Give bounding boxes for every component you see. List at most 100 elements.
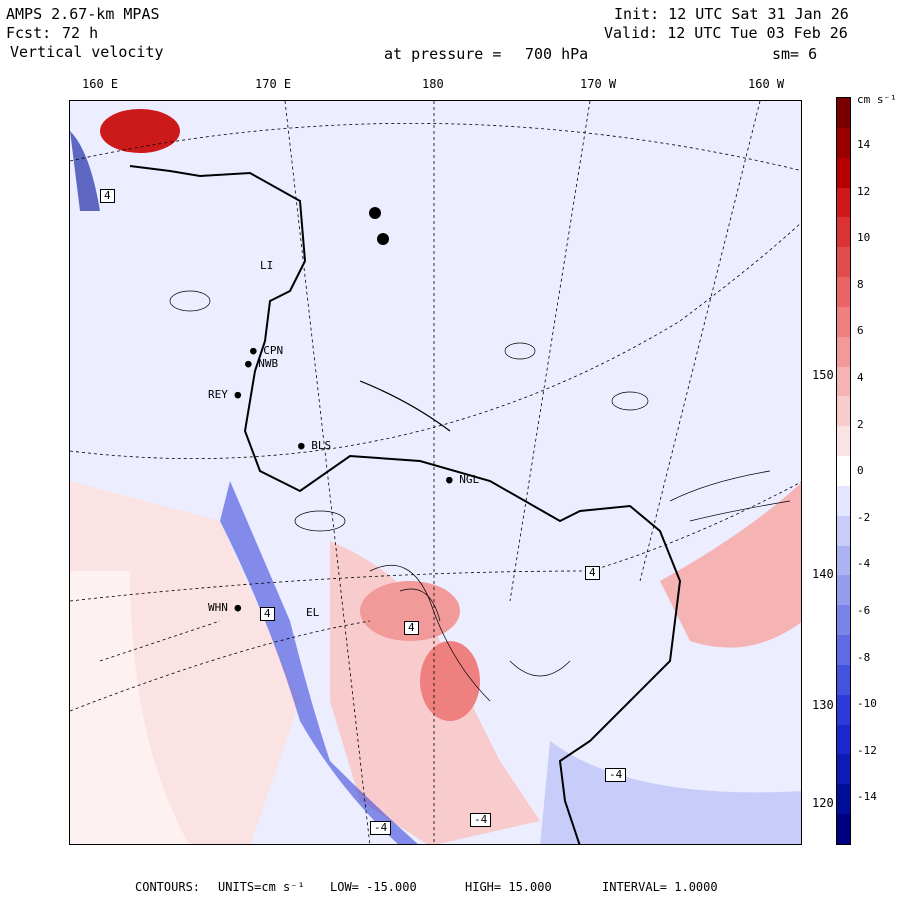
colorbar-tick-label: 6 <box>857 324 864 338</box>
colorbar-segment <box>837 277 850 308</box>
station-ngl[interactable]: ● NGL <box>446 473 480 486</box>
station-li[interactable]: LI <box>260 259 273 272</box>
footer-contours-label: CONTOURS: <box>135 880 201 894</box>
ascent-core-north <box>100 109 180 153</box>
colorbar-segment <box>837 694 850 726</box>
coastline <box>129 165 682 844</box>
ascent-core-2 <box>420 641 480 721</box>
station-rey-label: REY <box>208 388 228 401</box>
lon-label-170w: 170 W <box>580 77 617 91</box>
colorbar-segment <box>837 545 850 576</box>
colorbar-tick-label: -6 <box>857 604 871 617</box>
contour-lines <box>169 290 791 702</box>
model-title: AMPS 2.67-km MPAS <box>6 5 160 23</box>
vertical-velocity-map[interactable]: ● CPN ● NWB REY ● ● BLS ● NGL WHN ● EL L… <box>69 100 802 845</box>
lon-label-160w: 160 W <box>748 77 785 91</box>
colorbar-segment <box>837 217 850 248</box>
colorbar-tick-label: -14 <box>857 790 877 804</box>
station-whn-label: WHN <box>208 601 228 614</box>
colorbar-tick-label: 2 <box>857 417 864 431</box>
colorbar-segment <box>837 127 850 159</box>
lon-label-180: 180 <box>422 77 444 91</box>
ice-shelf-edge <box>359 380 451 432</box>
colorbar-tick-label: -12 <box>857 743 877 757</box>
map-canvas <box>70 101 801 844</box>
descent-region-south <box>540 741 801 844</box>
contour-label: -4 <box>370 821 392 835</box>
colorbar-segment <box>837 575 850 606</box>
ascent-core <box>360 581 460 641</box>
colorbar-tick-label: 10 <box>857 231 871 245</box>
colorbar-segment <box>837 366 850 397</box>
colorbar-unit: cm s⁻¹ <box>857 93 897 106</box>
contour-label: -4 <box>605 768 627 782</box>
colorbar-segment <box>837 157 850 188</box>
colorbar-segment <box>837 635 850 666</box>
station-nwb-label: NWB <box>258 357 279 370</box>
station-el-label: EL <box>306 606 320 619</box>
land-mask <box>70 571 189 844</box>
colorbar-segment <box>837 515 850 547</box>
colorbar-segment <box>837 247 850 278</box>
descent-band-north <box>70 131 100 211</box>
colorbar-tick-label: -2 <box>857 510 871 524</box>
colorbar-tick-label: -4 <box>857 557 871 571</box>
colorbar-segment <box>837 396 850 427</box>
valid-time: Valid: 12 UTC Tue 03 Feb 26 <box>604 24 848 42</box>
station-cpn[interactable]: ● CPN <box>250 344 284 357</box>
colorbar-segment <box>837 426 850 457</box>
forecast-label: Fcst: <box>6 24 52 42</box>
contour-label: 4 <box>404 621 419 635</box>
station-rey[interactable]: REY ● <box>208 388 242 401</box>
colorbar-tick-label: 12 <box>857 184 871 198</box>
station-whn[interactable]: WHN ● <box>208 601 242 614</box>
footer-high: HIGH= 15.000 <box>465 880 552 894</box>
footer-interval: INTERVAL= 1.0000 <box>602 880 718 894</box>
isolated-cell-2 <box>377 233 389 245</box>
station-bls[interactable]: ● BLS <box>298 439 332 452</box>
contour-label: 4 <box>260 607 275 621</box>
smoothing-label: sm= 6 <box>772 45 818 63</box>
ascent-region-east <box>660 482 801 648</box>
init-time: Init: 12 UTC Sat 31 Jan 26 <box>614 5 849 23</box>
colorbar-tick-label: -10 <box>857 697 877 711</box>
colorbar-segment <box>837 814 850 845</box>
colorbar-tick-label: -8 <box>857 650 871 664</box>
station-ngl-label: NGL <box>459 473 480 486</box>
colorbar-segment <box>837 784 850 815</box>
footer-units: UNITS=cm s⁻¹ <box>218 880 305 894</box>
colorbar-segment <box>837 187 850 218</box>
footer-low: LOW= -15.000 <box>330 880 417 894</box>
isolated-cell-1 <box>369 207 381 219</box>
colorbar-segment <box>837 456 850 487</box>
colorbar-tick-label: 4 <box>857 371 864 384</box>
contour-label: -4 <box>470 813 492 827</box>
colorbar-tick-label: 14 <box>857 138 871 151</box>
pressure-value: 700 hPa <box>525 45 589 63</box>
graticule <box>70 101 801 844</box>
contour-label: 4 <box>100 189 115 203</box>
colorbar-segment <box>837 754 850 785</box>
colorbar-tick-label: 8 <box>857 277 864 291</box>
descent-band-coast <box>220 481 418 844</box>
lon-label-160e: 160 E <box>82 77 119 91</box>
station-cpn-label: CPN <box>263 344 284 357</box>
colorbar-segment <box>837 98 850 129</box>
colorbar-tick-label: 0 <box>857 464 864 478</box>
colorbar-segment <box>837 724 850 755</box>
station-bls-label: BLS <box>311 439 332 452</box>
colorbar-segment <box>837 336 850 368</box>
forecast-hour: 72 h <box>62 24 99 42</box>
colorbar-segment <box>837 605 850 636</box>
field-name: Vertical velocity <box>10 43 164 61</box>
colorbar-segment <box>837 306 850 338</box>
station-nwb[interactable]: ● NWB <box>245 357 279 370</box>
station-li-label: LI <box>260 259 274 272</box>
contour-label: 4 <box>585 566 600 580</box>
colorbar-segment <box>837 664 850 696</box>
colorbar <box>836 97 851 845</box>
lon-label-170e: 170 E <box>255 77 292 91</box>
station-el[interactable]: EL <box>306 606 319 619</box>
colorbar-segment <box>837 485 850 517</box>
pressure-label: at pressure = <box>384 45 502 63</box>
